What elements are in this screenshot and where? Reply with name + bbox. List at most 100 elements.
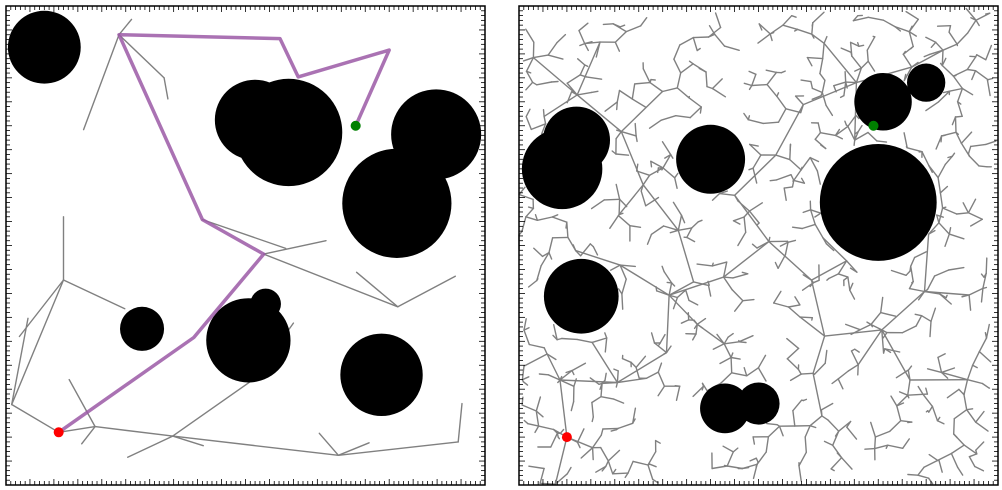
tree-edge [525, 56, 535, 73]
tree-edge [533, 247, 544, 258]
tree-edge [844, 70, 847, 83]
tree-edge [742, 298, 755, 302]
tree-edge [845, 81, 848, 89]
tree-edge [950, 444, 965, 455]
tree-edge [966, 408, 974, 411]
tree-edge [675, 385, 681, 401]
tree-edge [535, 410, 544, 418]
tree-edge [673, 177, 678, 190]
tree-edge [978, 350, 992, 363]
tree-edge [538, 373, 549, 376]
tree-edge [917, 290, 926, 301]
tree-edge [777, 254, 787, 269]
tree-edge [699, 106, 703, 114]
tree-edge [833, 84, 837, 93]
tree-edge [712, 343, 725, 350]
tree-edge [769, 33, 773, 42]
tree-edge [708, 25, 716, 35]
tree-edge [722, 276, 733, 291]
tree-edge [811, 33, 815, 39]
tree-edge [683, 289, 687, 292]
tree-edge [618, 89, 634, 100]
tree-edge [765, 422, 778, 426]
tree-edge [675, 114, 691, 119]
tree-edge [820, 402, 834, 411]
tree-edge [834, 128, 841, 137]
tree-edge [809, 209, 816, 226]
tree-edge [591, 396, 602, 404]
tree-edge [792, 399, 803, 412]
tree-edge [697, 219, 703, 223]
tree-edge [804, 436, 807, 453]
tree-edge [876, 140, 888, 143]
tree-edge [94, 425, 174, 437]
tree-edge [802, 274, 813, 281]
tree-edge [616, 351, 668, 384]
tree-edge [541, 123, 547, 135]
tree-edge [631, 98, 647, 108]
tree-edge [937, 353, 946, 359]
tree-edge [910, 256, 916, 267]
tree-edge [837, 273, 849, 278]
tree-edge [591, 434, 603, 449]
tree-edge [910, 265, 914, 283]
tree-edge [967, 145, 972, 155]
tree-edge [607, 460, 614, 475]
tree-edge [591, 341, 619, 384]
tree-edge [767, 425, 781, 438]
tree-edge [941, 206, 947, 209]
tree-edge [768, 236, 771, 243]
tree-edge [711, 87, 727, 98]
tree-edge [698, 67, 707, 73]
tree-edge [663, 270, 673, 284]
tree-edge [896, 402, 905, 407]
tree-edge [546, 353, 561, 381]
tree-edge [928, 49, 944, 56]
tree-edge [793, 179, 806, 184]
tree-edge [971, 350, 981, 366]
tree-edge [603, 198, 621, 201]
tree-edge [552, 334, 558, 341]
tree-edge [941, 49, 944, 67]
tree-edge [911, 49, 944, 68]
tree-edge [648, 119, 662, 129]
tree-edge [615, 130, 623, 140]
tree-edge [661, 140, 672, 156]
tree-edge [908, 287, 926, 293]
tree-edge [554, 436, 568, 485]
tree-edge [952, 74, 957, 77]
tree-edge [857, 42, 860, 47]
tree-edge [579, 243, 592, 257]
tree-edge [938, 459, 943, 473]
tree-edge [963, 394, 968, 411]
tree-edge [58, 425, 96, 433]
tree-edge [655, 286, 658, 292]
tree-edge [855, 67, 862, 84]
tree-edge [957, 466, 964, 476]
tree-edge [953, 433, 958, 439]
tree-edge [552, 428, 559, 434]
tree-edge [830, 468, 835, 472]
tree-edge [870, 311, 882, 326]
tree-edge [962, 202, 970, 214]
tree-edge [551, 216, 568, 223]
tree-edge [579, 42, 586, 47]
tree-edge [953, 418, 955, 435]
tree-edge [929, 320, 932, 338]
tree-edge [550, 80, 559, 83]
tree-edge [531, 81, 538, 86]
tree-edge [966, 409, 977, 423]
tree-edge [941, 64, 955, 77]
tree-edge [935, 41, 944, 51]
tree-edge [775, 103, 804, 156]
tree-edge [857, 329, 883, 366]
tree-edge [673, 58, 682, 74]
tree-edge [955, 131, 963, 145]
tree-edge [905, 270, 911, 276]
tree-edge [946, 388, 960, 399]
tree-edge [975, 19, 980, 27]
tree-edge [982, 272, 987, 290]
tree-edge [914, 313, 923, 317]
tree-edge [928, 453, 939, 462]
tree-edge [537, 425, 555, 431]
